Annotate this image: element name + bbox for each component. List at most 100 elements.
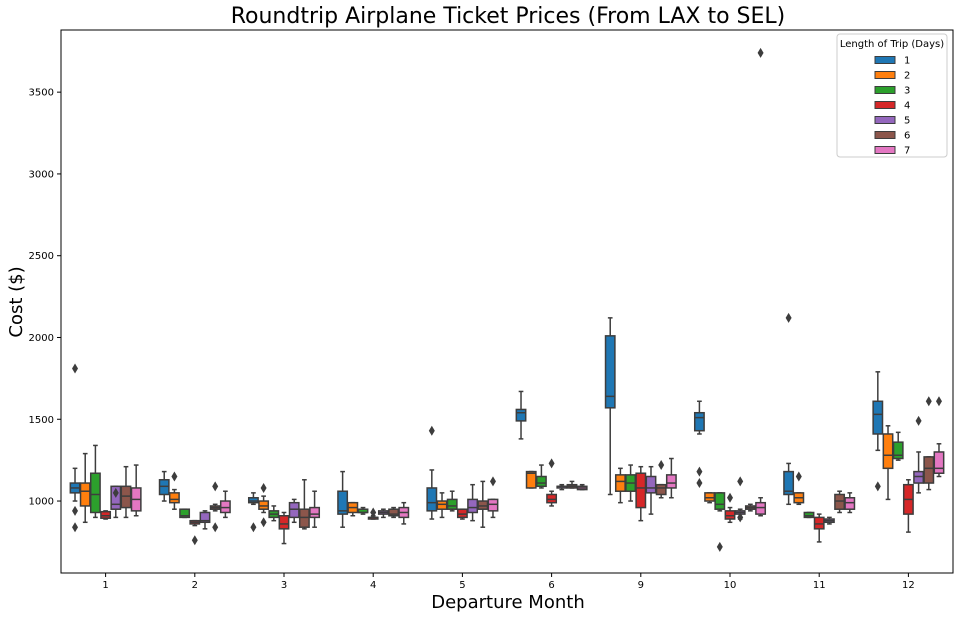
outlier-point xyxy=(260,482,267,493)
box-series-6-month-1 xyxy=(120,465,132,519)
box-body xyxy=(426,487,438,512)
box-series-6-month-6 xyxy=(566,480,578,489)
x-tick-label: 5 xyxy=(459,580,465,591)
box-series-3-month-6 xyxy=(535,464,547,489)
box-series-6-month-3 xyxy=(298,479,310,530)
box-body xyxy=(844,497,856,510)
box-series-2-month-4 xyxy=(347,501,359,517)
legend-swatch xyxy=(874,71,896,79)
box-series-3-month-1 xyxy=(89,444,101,519)
x-tick-label: 2 xyxy=(192,580,198,591)
box-series-2-month-12 xyxy=(882,425,894,501)
box-series-3-month-11 xyxy=(803,511,815,519)
legend-label: 2 xyxy=(904,71,910,82)
chart-title: Roundtrip Airplane Ticket Prices (From L… xyxy=(231,4,786,29)
box-series-2-month-5 xyxy=(436,492,448,519)
outlier-point xyxy=(716,541,723,552)
box-series-4-month-5 xyxy=(456,508,468,520)
box-series-7-month-9 xyxy=(665,457,677,499)
legend-label: 6 xyxy=(904,131,910,142)
box-series-3-month-2 xyxy=(179,508,191,519)
box-body xyxy=(535,475,547,488)
box-series-1-month-3 xyxy=(247,492,259,533)
box-series-5-month-9 xyxy=(645,465,657,515)
box-series-1-month-12 xyxy=(872,371,884,492)
box-body xyxy=(247,497,259,504)
x-tick-label: 10 xyxy=(724,580,737,591)
legend-swatch xyxy=(874,116,896,124)
box-series-6-month-9 xyxy=(655,460,667,499)
box-series-2-month-11 xyxy=(793,471,805,506)
box-body xyxy=(813,516,825,530)
y-tick-label: 1500 xyxy=(29,415,54,426)
outlier-point xyxy=(212,522,219,533)
box-series-4-month-10 xyxy=(724,492,736,524)
outlier-point xyxy=(785,312,792,323)
box-series-2-month-1 xyxy=(79,452,91,524)
box-body xyxy=(446,498,458,510)
legend-item-7: 7 xyxy=(874,146,910,157)
box-series-7-month-11 xyxy=(844,492,856,514)
outlier-point xyxy=(191,535,198,546)
box-body xyxy=(604,335,616,409)
box-body xyxy=(258,500,270,510)
box-series-4-month-3 xyxy=(278,511,290,545)
box-body xyxy=(834,493,846,510)
box-body xyxy=(614,474,626,492)
legend-swatch xyxy=(874,131,896,139)
box-series-3-month-9 xyxy=(625,464,637,502)
box-body xyxy=(665,474,677,489)
box-body xyxy=(693,411,705,432)
box-series-6-month-10 xyxy=(744,503,756,512)
box-series-1-month-9 xyxy=(604,317,616,496)
legend-swatch xyxy=(874,56,896,64)
outlier-point xyxy=(737,476,744,487)
outlier-point xyxy=(727,492,733,503)
outlier-point xyxy=(250,522,257,533)
box-body xyxy=(645,475,657,494)
legend-item-2: 2 xyxy=(874,71,910,82)
box-body xyxy=(477,500,489,510)
box-body xyxy=(298,508,310,528)
box-series-4-month-6 xyxy=(546,458,558,507)
box-series-5-month-12 xyxy=(913,415,925,494)
box-body xyxy=(655,483,667,496)
box-series-2-month-10 xyxy=(704,492,716,504)
box-series-1-month-1 xyxy=(69,363,81,533)
box-series-5-month-10 xyxy=(734,476,746,523)
outlier-point xyxy=(874,481,881,492)
box-body xyxy=(337,490,349,515)
box-series-4-month-11 xyxy=(813,513,825,543)
box-body xyxy=(913,470,925,484)
box-series-4-month-9 xyxy=(635,465,647,522)
outlier-point xyxy=(737,512,744,523)
x-tick-label: 11 xyxy=(813,580,826,591)
outlier-point xyxy=(112,487,119,498)
box-body xyxy=(783,470,795,496)
box-body xyxy=(179,508,191,519)
box-body xyxy=(923,456,935,484)
box-series-2-month-9 xyxy=(614,467,626,504)
box-body xyxy=(714,492,726,510)
outlier-point xyxy=(370,507,377,518)
outlier-point xyxy=(260,517,267,528)
legend-item-6: 6 xyxy=(874,131,910,142)
box-series-3-month-4 xyxy=(357,506,369,515)
box-series-7-month-12 xyxy=(933,396,945,478)
legend-item-4: 4 xyxy=(874,101,910,112)
box-series-5-month-1 xyxy=(110,485,122,519)
box-body xyxy=(168,492,180,504)
legend-label: 4 xyxy=(904,101,910,112)
outlier-point xyxy=(212,481,219,492)
box-series-1-month-6 xyxy=(515,390,527,440)
box-body xyxy=(933,451,945,474)
y-tick-label: 2000 xyxy=(29,333,54,344)
box-series-3-month-10 xyxy=(714,492,726,552)
box-body xyxy=(89,472,101,514)
y-tick-label: 1000 xyxy=(29,497,54,508)
x-tick-label: 1 xyxy=(102,580,108,591)
box-body xyxy=(892,441,904,460)
box-series-4-month-1 xyxy=(100,510,112,520)
box-body xyxy=(100,510,112,519)
box-body xyxy=(456,508,468,519)
